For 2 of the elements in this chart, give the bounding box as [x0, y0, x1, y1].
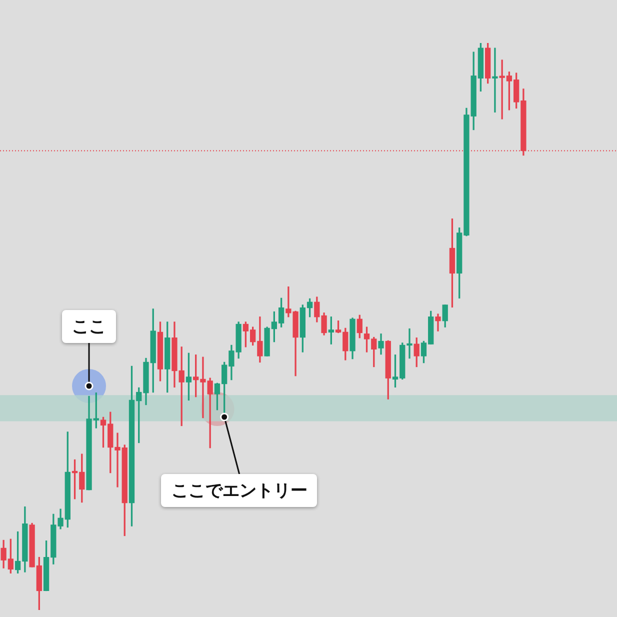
annotation: ここでエントリー [161, 474, 318, 507]
annotation: ここ [62, 310, 116, 343]
